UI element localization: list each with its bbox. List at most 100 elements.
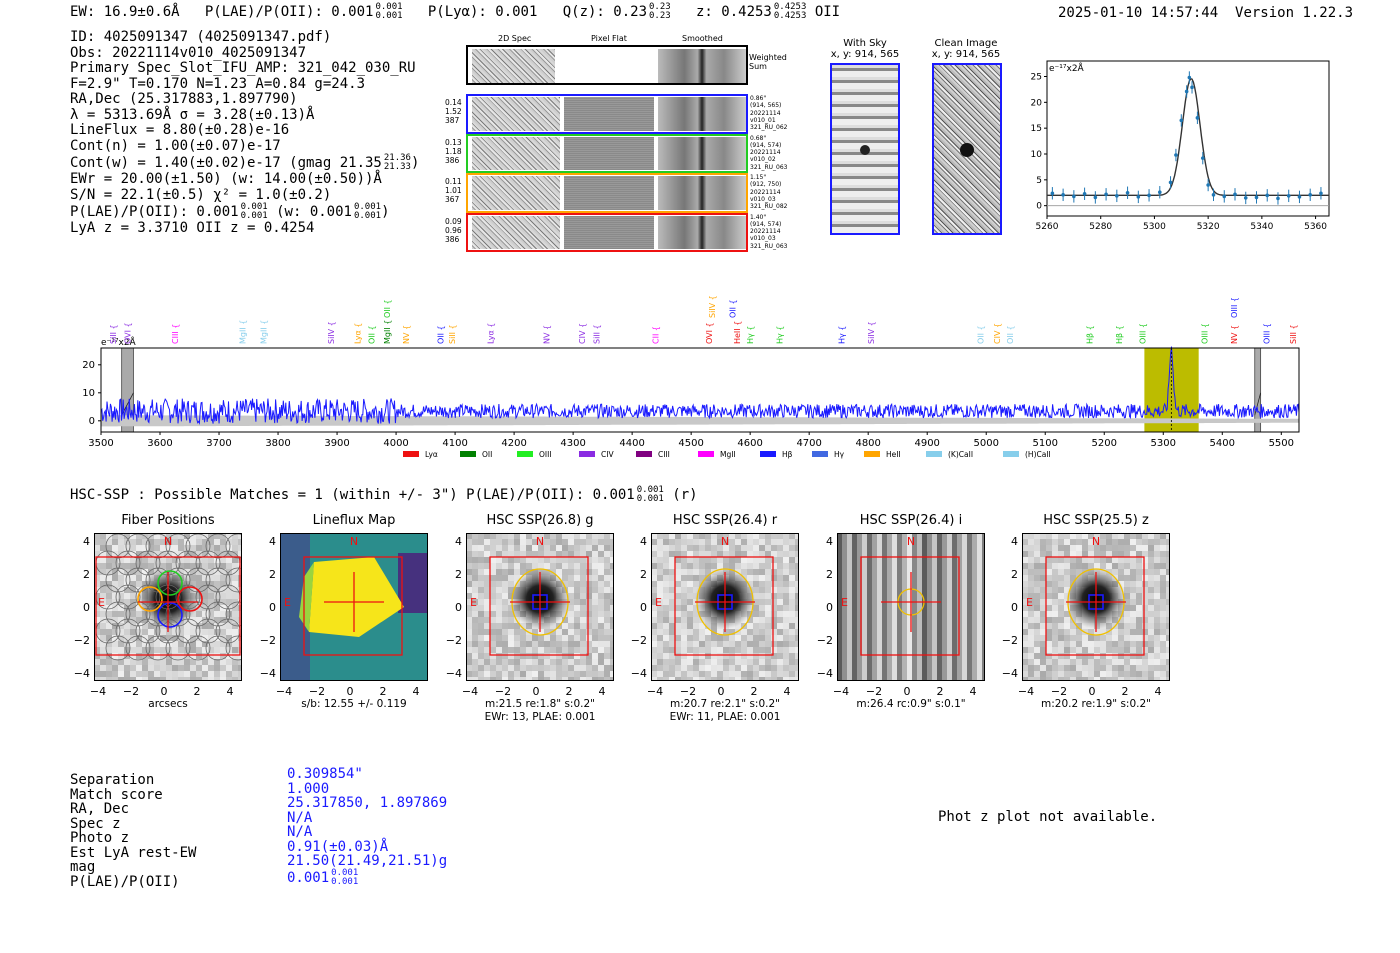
zoom-ytick-label: 5 <box>1036 176 1042 186</box>
match-table-value: 21.50(21.49,21.51)g <box>287 853 448 869</box>
zoom-data-point <box>1093 191 1098 204</box>
hsc-panel-title: Fiber Positions <box>121 513 215 528</box>
hsc-xtick-label: 0 <box>717 685 725 698</box>
hsc-xtick-label: 4 <box>412 685 420 698</box>
spectrum-xtick-label: 4600 <box>737 438 762 449</box>
with-sky-title: With Sky x, y: 914, 565 <box>830 38 900 60</box>
masked-band-hatch <box>1254 392 1262 416</box>
zoom-data-point <box>1125 186 1130 199</box>
hsc-ytick-label: −4 <box>73 667 90 680</box>
spectrum-xtick-label: 4700 <box>796 438 821 449</box>
col-title-pixelflat: Pixel Flat <box>591 34 627 43</box>
svg-text:Hγ: Hγ <box>834 450 845 459</box>
hsc-xtick-label: −4 <box>646 685 664 698</box>
legend-entry: (K)CaII <box>926 450 973 459</box>
cutout-left-value: 367 <box>445 195 460 204</box>
cutout-right-value: 0.86" <box>750 95 767 102</box>
cutout-row-0 <box>466 94 748 134</box>
clean-image <box>932 63 1002 235</box>
zoom-data-point <box>1179 114 1184 127</box>
info-fwhm: F=2.9" T=0.170 N=1.23 A=0.84 g=24.3 <box>70 75 366 92</box>
hsc-summary: HSC-SSP : Possible Matches = 1 (within +… <box>70 485 698 504</box>
hsc-panel-title: HSC SSP(26.8) g <box>486 513 594 528</box>
zoom-ytick-label: 10 <box>1031 150 1043 160</box>
hsc-ytick-label: 0 <box>826 601 833 614</box>
spectral-line-label: OII { <box>436 325 445 344</box>
hsc-ytick-label: 4 <box>83 535 90 548</box>
info-plae: P(LAE)/P(OII): 0.001 0.001 0.001 (w: 0.001… <box>70 202 390 221</box>
north-label: N <box>1092 535 1100 548</box>
hsc-xtick-label: 2 <box>565 685 573 698</box>
north-label: N <box>164 535 172 548</box>
hsc-ytick-label: 4 <box>455 535 462 548</box>
hsc-xtick-label: −4 <box>275 685 293 698</box>
cutout-right-value: v010_03 <box>750 235 776 243</box>
hsc-xtick-label: 4 <box>783 685 791 698</box>
zoom-ytick-label: 0 <box>1036 202 1042 212</box>
header-plae: P(LAE)/P(OII): 0.001 <box>204 4 374 20</box>
spectral-line-label: OII { <box>1006 325 1015 344</box>
hsc-xtick-label: 2 <box>379 685 387 698</box>
zoom-xtick-label: 5340 <box>1250 222 1273 232</box>
cutout-right-value: (912, 750) <box>750 181 782 189</box>
hsc-xtick-label: 0 <box>903 685 911 698</box>
error-band <box>101 415 1299 427</box>
hsc-ytick-label: 0 <box>1011 601 1018 614</box>
spectral-line-label: MgII { <box>383 320 392 344</box>
hsc-ytick-label: 0 <box>269 601 276 614</box>
clean-image-title: Clean Image x, y: 914, 565 <box>931 38 1001 60</box>
spectral-line-label: OIII { <box>1139 323 1148 344</box>
info-ewr: EWr = 20.00(±1.50) (w: 14.00(±0.50))Å <box>70 171 382 187</box>
hsc-caption: s/b: 12.55 +/- 0.119 <box>301 698 407 710</box>
zoom-fit-curve <box>1047 78 1329 196</box>
hsc-xtick-label: −4 <box>1017 685 1035 698</box>
hsc-ytick-label: 0 <box>455 601 462 614</box>
legend-entry: MgII <box>698 450 736 459</box>
spectrum-ytick-label: 20 <box>82 360 95 371</box>
info-lineflux: LineFlux = 8.80(±0.28)e-16 <box>70 122 290 138</box>
spectral-line-label: NV { <box>402 325 411 344</box>
cutout-right-value: 321_RU_063 <box>750 242 788 250</box>
spectrum-xtick-label: 5300 <box>1151 438 1176 449</box>
info-sn: S/N = 22.1(±0.5) χ² = 1.0(±0.2) <box>70 186 332 203</box>
hsc-panel-image: NE <box>466 533 614 681</box>
header-qz: Q(z): 0.23 <box>562 4 648 20</box>
spectral-line-label: CII { <box>652 326 661 344</box>
hsc-ytick-label: −2 <box>445 634 462 647</box>
spectral-line-label: OVI { <box>124 322 133 344</box>
east-label: E <box>655 596 662 609</box>
hsc-ytick-label: 2 <box>640 568 647 581</box>
hsc-ytick-label: 4 <box>640 535 647 548</box>
info-id: ID: 4025091347 (4025091347.pdf) <box>70 29 332 45</box>
cutout-right-value: 321_RU_082 <box>750 203 788 211</box>
hsc-panel-image: NE <box>651 533 799 681</box>
spectral-line-label: Hγ { <box>746 326 755 344</box>
spectral-line-label: OIII { <box>1263 323 1272 344</box>
hsc-ytick-label: −2 <box>1001 634 1018 647</box>
hsc-ytick-label: 2 <box>826 568 833 581</box>
hsc-xtick-label: −4 <box>89 685 107 698</box>
legend-entry: (H)CaII <box>1003 450 1051 459</box>
cutout-right-value: (914, 574) <box>750 141 782 149</box>
spectrum-xtick-label: 3600 <box>147 438 172 449</box>
zoom-data-point <box>1222 190 1227 203</box>
cutout-row-2 <box>466 173 748 213</box>
hsc-caption: arcsecs <box>148 698 188 710</box>
east-label: E <box>284 596 291 609</box>
spectrum-xtick-label: 3900 <box>324 438 349 449</box>
zoom-data-point <box>1195 111 1200 125</box>
hsc-xtick-label: −2 <box>494 685 512 698</box>
hsc-ytick-label: −4 <box>1001 667 1018 680</box>
zoom-data-point <box>1254 191 1259 204</box>
svg-text:OIII: OIII <box>539 450 552 459</box>
zoom-data-point <box>1050 187 1055 200</box>
cutout-left-value: 1.01 <box>445 186 462 195</box>
spectral-line-label: SiII { <box>593 324 602 344</box>
hsc-ytick-label: 2 <box>83 568 90 581</box>
hsc-ytick-label: −4 <box>630 667 647 680</box>
cutout-left-value: 1.52 <box>445 107 462 116</box>
spectral-line-label: CIII { <box>171 324 180 344</box>
spectrum-unit-label: e⁻¹⁷x2Å <box>101 336 137 348</box>
match-table-label: RA, Dec <box>70 801 130 817</box>
header-line-name: OII <box>814 4 841 20</box>
